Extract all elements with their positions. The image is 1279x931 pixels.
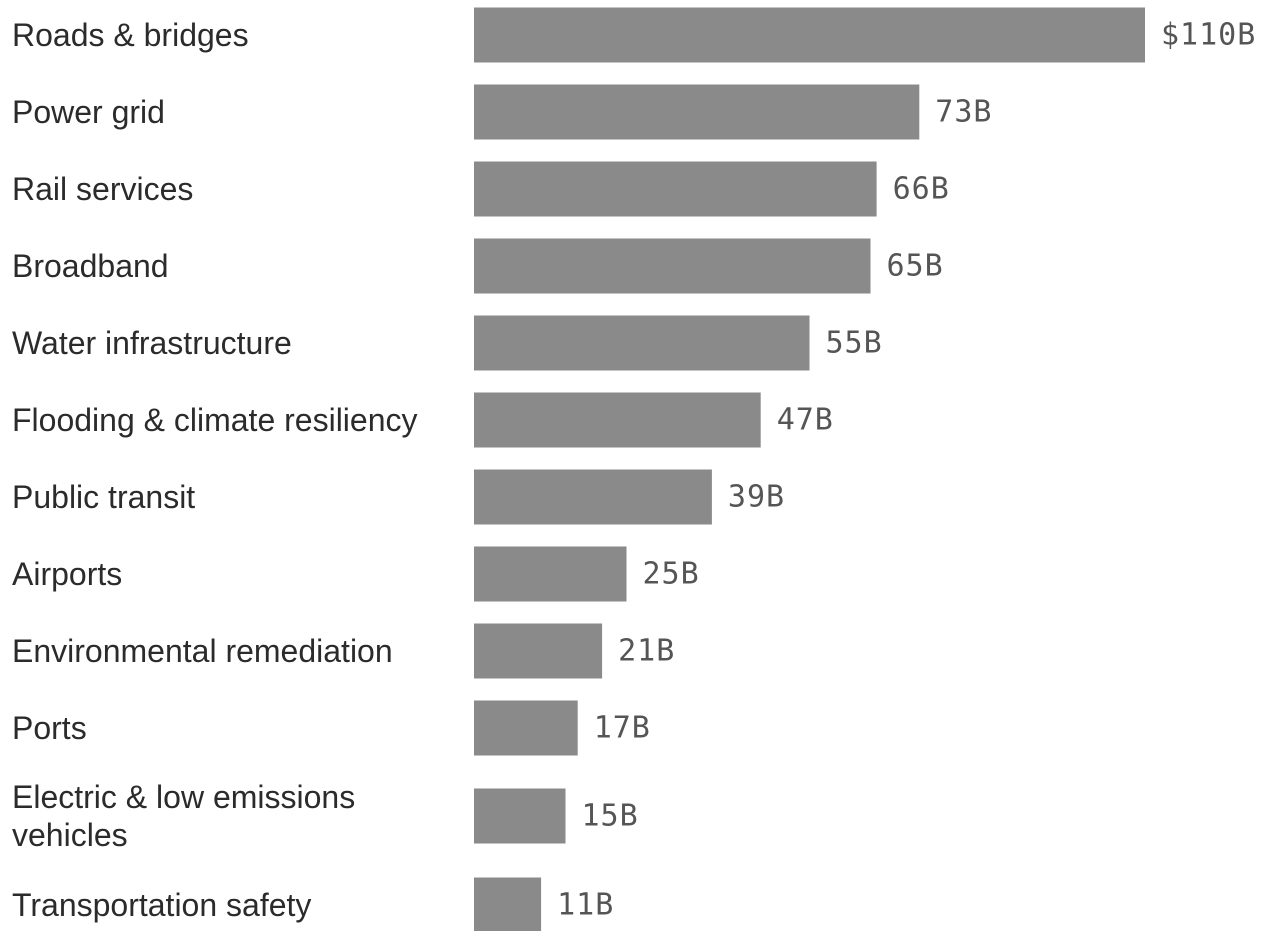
category-label: Flooding & climate resiliency <box>12 402 418 438</box>
value-label: 73B <box>935 95 992 130</box>
bar <box>474 546 627 602</box>
bar <box>474 469 712 525</box>
bar <box>474 84 920 140</box>
bar <box>474 238 871 294</box>
value-label: 25B <box>643 557 700 592</box>
category-label: Ports <box>12 710 87 746</box>
bar <box>474 392 761 448</box>
value-label: 47B <box>777 403 834 438</box>
category-label: Transportation safety <box>12 887 311 923</box>
category-label: Public transit <box>12 479 195 515</box>
bar <box>474 7 1145 63</box>
value-label: 66B <box>893 172 950 207</box>
category-label: Water infrastructure <box>12 325 292 361</box>
category-label: vehicles <box>12 817 128 853</box>
value-label: 21B <box>618 634 675 669</box>
value-label: 11B <box>557 888 614 923</box>
category-label: Environmental remediation <box>12 633 393 669</box>
category-label: Rail services <box>12 171 193 207</box>
value-label: 17B <box>594 711 651 746</box>
value-label: 15B <box>582 799 639 834</box>
bar <box>474 623 603 679</box>
value-label: 55B <box>826 326 883 361</box>
bar <box>474 315 810 371</box>
bar <box>474 877 542 931</box>
bar <box>474 700 578 756</box>
category-label: Electric & low emissions <box>12 779 355 815</box>
bar <box>474 161 877 217</box>
category-label: Broadband <box>12 248 169 284</box>
value-label: $110B <box>1161 18 1256 53</box>
value-label: 65B <box>887 249 944 284</box>
value-label: 39B <box>728 480 785 515</box>
bar <box>474 788 566 844</box>
category-label: Airports <box>12 556 122 592</box>
category-label: Power grid <box>12 94 165 130</box>
category-label: Roads & bridges <box>12 17 249 53</box>
